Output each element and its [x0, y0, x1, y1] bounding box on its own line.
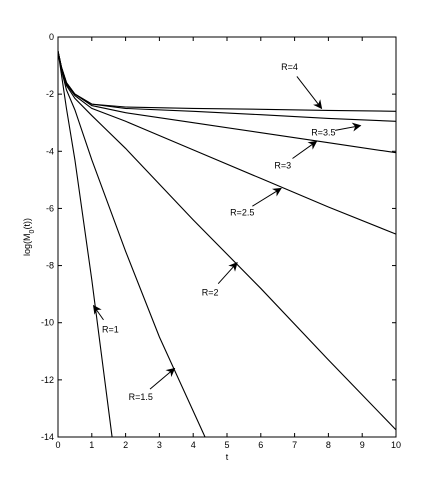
- y-axis-label-subscript: 0: [29, 229, 36, 233]
- series-line-r-2: [57, 51, 397, 431]
- x-tick-label: 7: [292, 440, 297, 450]
- y-axis-label: log(M0(t)): [22, 218, 36, 256]
- x-tick-label: 0: [55, 440, 60, 450]
- y-tick-label: -12: [41, 375, 54, 385]
- annotation-label: R=2: [202, 288, 219, 298]
- annotation-label: R=1.5: [129, 392, 153, 402]
- y-tick-label: -10: [41, 318, 54, 328]
- series-lines: [57, 51, 397, 438]
- x-tick-label: 1: [89, 440, 94, 450]
- y-tick-label: -6: [46, 203, 54, 213]
- annotation-arrow: [335, 122, 362, 132]
- tick-labels: 0 1 2 3 4 5 6 7 8 9 10 0 -2 -4 -6 -8 -10 -12 -14: [41, 32, 401, 450]
- y-tick-label: -14: [41, 432, 54, 442]
- annotation-label: R=2.5: [230, 208, 254, 218]
- y-tick-label: -2: [46, 89, 54, 99]
- annotation-arrow: [252, 187, 282, 207]
- annotation-label: R=1: [102, 325, 119, 335]
- x-tick-label: 5: [224, 440, 229, 450]
- series-line-r-4: [57, 51, 397, 112]
- annotation-arrow: [149, 367, 176, 390]
- annotation-label: R=4: [281, 62, 298, 72]
- x-tick-label: 4: [191, 440, 196, 450]
- annotation-arrow: [296, 76, 323, 110]
- y-axis-label-main: log(M: [22, 233, 32, 256]
- annotation-label: R=3.5: [311, 128, 335, 138]
- annotation-arrow: [92, 304, 104, 321]
- series-line-r-3: [57, 51, 397, 154]
- x-tick-label: 9: [360, 440, 365, 450]
- y-axis-label-end: (t)): [22, 218, 32, 230]
- x-tick-label: 8: [326, 440, 331, 450]
- annotations: R=4 R=3.5 R=3 R=2.5 R=2 R=1 R=1.5: [92, 62, 362, 402]
- axis-ticks: [57, 36, 397, 438]
- y-tick-label: -4: [46, 146, 54, 156]
- y-tick-label: -8: [46, 261, 54, 271]
- x-tick-label: 2: [123, 440, 128, 450]
- y-tick-label: 0: [49, 32, 54, 42]
- x-axis-label: t: [226, 452, 229, 462]
- annotation-arrow: [217, 262, 238, 285]
- annotation-arrow: [292, 140, 318, 159]
- x-tick-label: 3: [157, 440, 162, 450]
- annotation-label: R=3: [274, 160, 291, 170]
- x-tick-label: 6: [258, 440, 263, 450]
- x-tick-label: 10: [391, 440, 401, 450]
